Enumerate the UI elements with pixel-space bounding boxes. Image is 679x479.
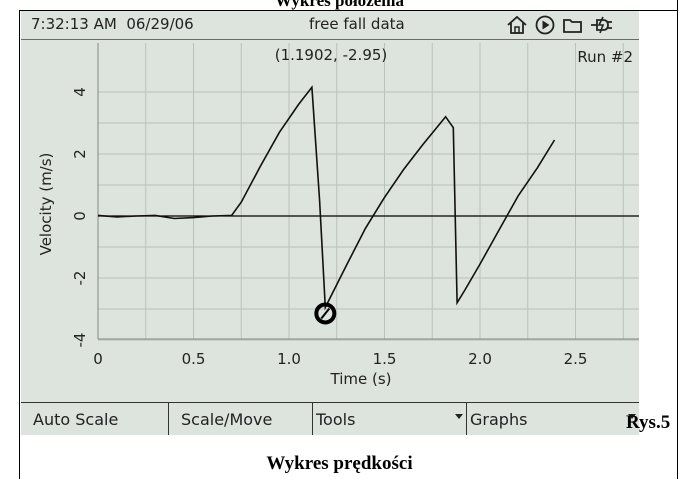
figure-number-label: Rys.5 — [626, 412, 671, 433]
device-screen: 7:32:13 AM 06/29/06 free fall data — [21, 11, 639, 459]
x-axis-ticks: 0 0.5 1.0 1.5 2.0 2.5 — [93, 350, 587, 368]
bottom-toolbar: Auto Scale Scale/Move Tools Graphs — [21, 402, 639, 436]
table-border-right — [677, 0, 678, 479]
scale-move-button[interactable]: Scale/Move — [169, 403, 313, 436]
y-tick-label: 2 — [71, 149, 89, 159]
x-tick-label: 0 — [93, 350, 103, 368]
y-tick-label: -2 — [71, 271, 89, 286]
bottom-caption: Wykres prędkości — [266, 453, 413, 474]
status-date: 06/29/06 — [126, 15, 194, 33]
y-axis-ticks: 4 2 0 -2 -4 — [71, 87, 89, 347]
y-axis-label: Velocity (m/s) — [37, 153, 55, 256]
grid-lines — [97, 43, 639, 341]
folder-icon[interactable] — [561, 14, 585, 36]
x-tick-label: 1.5 — [373, 350, 397, 368]
top-caption: Wykres położenia — [275, 0, 404, 10]
graphs-dropdown-arrow-icon — [628, 414, 636, 419]
status-datetime: 7:32:13 AM 06/29/06 — [31, 15, 194, 33]
y-tick-label: -4 — [71, 333, 89, 348]
status-time: 7:32:13 AM — [31, 15, 117, 33]
play-icon[interactable] — [533, 14, 557, 36]
x-tick-label: 2.5 — [564, 350, 588, 368]
graphs-label: Graphs — [470, 410, 528, 429]
y-tick-label: 4 — [71, 87, 89, 97]
power-plug-icon[interactable] — [589, 14, 613, 36]
tools-menu[interactable]: Tools — [313, 403, 467, 436]
scale-move-label: Scale/Move — [181, 410, 273, 429]
home-icon[interactable] — [505, 14, 529, 36]
x-axis-label: Time (s) — [330, 370, 392, 388]
table-border-left — [19, 10, 20, 479]
cursor-ring — [314, 302, 337, 325]
y-tick-label: 0 — [71, 211, 89, 221]
auto-scale-button[interactable]: Auto Scale — [21, 403, 169, 436]
velocity-series-line — [97, 85, 556, 311]
status-icons — [501, 14, 637, 36]
graphs-menu[interactable]: Graphs — [467, 403, 639, 436]
cursor-slash — [320, 307, 331, 320]
auto-scale-label: Auto Scale — [33, 410, 119, 429]
table-border-top — [19, 10, 678, 11]
cursor-readout: (1.1902, -2.95) — [275, 46, 388, 64]
file-title: free fall data — [309, 15, 405, 33]
x-tick-label: 2.0 — [468, 350, 492, 368]
x-tick-label: 1.0 — [277, 350, 301, 368]
status-bar: 7:32:13 AM 06/29/06 free fall data — [21, 11, 639, 40]
cursor-marker[interactable] — [314, 302, 337, 325]
run-label: Run #2 — [577, 48, 633, 66]
chart-svg: 0 0.5 1.0 1.5 2.0 2.5 4 2 0 -2 -4 (1.1902, -2.95)… — [37, 43, 639, 388]
tools-label: Tools — [316, 410, 356, 429]
tools-dropdown-arrow-icon — [455, 414, 463, 419]
device-bottom-margin — [21, 435, 639, 459]
x-tick-label: 0.5 — [182, 350, 206, 368]
velocity-chart[interactable]: 0 0.5 1.0 1.5 2.0 2.5 4 2 0 -2 -4 (1.1902, -2.95)… — [21, 40, 639, 402]
